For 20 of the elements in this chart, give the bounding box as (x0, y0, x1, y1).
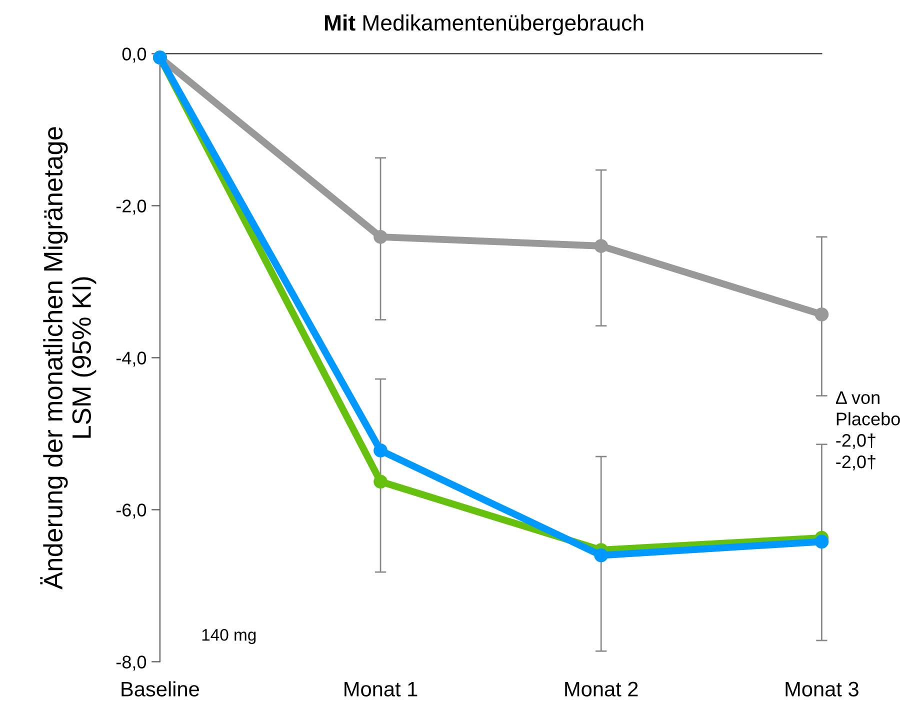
x-tick-label: Monat 3 (786, 682, 858, 696)
y-tick-label: -6,0 (116, 504, 146, 519)
annotation: 140 mg (202, 628, 256, 644)
y-axis-title: Änderung der monatlichen Migränetage LSM (95% KI) (40, 127, 96, 590)
x-tick-label: Monat 1 (344, 682, 418, 696)
y-tick-label: -4,0 (116, 352, 146, 367)
y-tick-label: -2,0 (116, 200, 146, 215)
x-tick-label: Monat 2 (565, 682, 638, 696)
point (594, 239, 608, 253)
y-tick-label: -8,0 (116, 656, 146, 671)
point (374, 444, 388, 458)
chart-title: Mit Medikamentenübergebrauch (324, 14, 644, 36)
point (814, 534, 829, 549)
point (814, 307, 829, 322)
point (374, 474, 388, 489)
x-tick-label: Baseline (122, 681, 199, 696)
point (594, 548, 608, 562)
text: Δ von Placebo -2,0† -2,0† (836, 391, 900, 470)
y-tick-label: 0,0 (122, 48, 146, 63)
point (374, 230, 388, 244)
